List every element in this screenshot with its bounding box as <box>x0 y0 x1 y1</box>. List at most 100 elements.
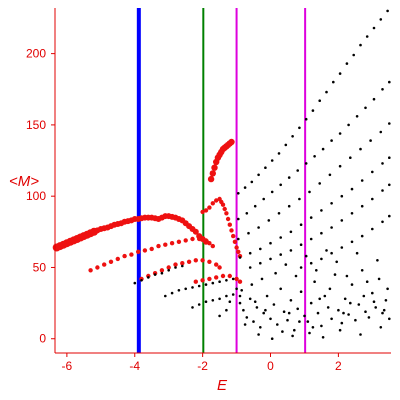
point-s2-7 <box>186 259 192 264</box>
point-s6-7 <box>284 143 288 147</box>
axes: -6 -4 -2 0 2 0 50 100 150 200 <box>26 8 391 373</box>
point-s4-2 <box>211 164 218 171</box>
y-axis-label: <M> <box>9 173 39 190</box>
point-s10-10 <box>350 212 354 215</box>
point-s10-4 <box>289 249 293 252</box>
point-s15-17 <box>296 307 300 311</box>
point-s15-60 <box>243 323 247 326</box>
point-s11-5 <box>350 240 354 244</box>
point-s3-2 <box>207 276 212 282</box>
point-s13-2 <box>177 289 181 292</box>
point-s5-0 <box>200 209 205 215</box>
point-s12-4 <box>160 271 164 275</box>
point-s6-20 <box>372 26 376 30</box>
point-s6-6 <box>277 152 281 155</box>
point-s15-0 <box>238 301 242 305</box>
y-tick-label-0: 0 <box>39 332 46 346</box>
x-axis-label: E <box>217 377 228 394</box>
point-s13-3 <box>184 287 187 291</box>
point-s15-28 <box>333 273 337 276</box>
point-s6-12 <box>318 99 322 102</box>
point-s8-15 <box>388 122 391 125</box>
point-s1-19 <box>210 243 215 249</box>
point-s0-41 <box>192 228 199 235</box>
point-s15-1 <box>242 308 245 312</box>
point-s1-2 <box>102 262 107 267</box>
x-tick-label-3: 0 <box>267 359 274 373</box>
point-s15-82 <box>264 308 267 312</box>
point-s13-5 <box>197 284 201 288</box>
point-s15-27 <box>330 317 333 321</box>
point-s15-16 <box>293 328 296 332</box>
point-s15-64 <box>291 334 294 338</box>
point-s9-8 <box>320 209 323 212</box>
point-s15-54 <box>335 260 339 264</box>
point-s1-3 <box>108 259 114 264</box>
point-s4-1 <box>209 170 216 177</box>
point-s2-3 <box>159 268 165 273</box>
point-s1-14 <box>183 238 188 243</box>
point-s14-1 <box>197 303 201 306</box>
point-s6-3 <box>257 173 260 177</box>
point-s13-10 <box>231 277 235 281</box>
point-s15-40 <box>374 306 378 309</box>
point-s14-4 <box>218 297 221 301</box>
point-s7-11 <box>330 139 333 142</box>
point-s15-61 <box>257 333 260 336</box>
point-s1-17 <box>203 238 209 243</box>
point-s5-12 <box>229 228 234 233</box>
point-s15-77 <box>349 301 352 305</box>
point-s6-5 <box>270 159 274 162</box>
point-s8-12 <box>359 147 362 151</box>
point-s6-11 <box>311 109 315 112</box>
point-s11-3 <box>330 251 333 255</box>
point-s15-4 <box>252 320 255 323</box>
point-s12-0 <box>133 281 137 285</box>
point-s15-72 <box>228 300 232 304</box>
point-s6-14 <box>332 80 335 84</box>
point-s15-62 <box>270 337 274 341</box>
point-s15-80 <box>298 320 301 323</box>
point-s5-3 <box>210 201 215 206</box>
series-12 <box>133 264 184 285</box>
point-s15-31 <box>343 297 347 301</box>
point-s5-10 <box>225 216 231 222</box>
point-s15-29 <box>337 308 340 312</box>
point-s7-10 <box>321 147 325 151</box>
point-s7-6 <box>287 176 291 179</box>
point-s5-8 <box>222 206 227 212</box>
point-s6-13 <box>325 90 328 94</box>
point-s1-13 <box>176 239 182 244</box>
point-s7-17 <box>381 88 384 91</box>
series-4 <box>207 138 235 183</box>
point-s2-10 <box>207 259 212 264</box>
point-s9-5 <box>289 230 293 234</box>
series-1 <box>88 236 215 273</box>
point-s4-12 <box>228 138 235 146</box>
point-s12-2 <box>147 276 150 279</box>
point-s1-16 <box>197 236 202 242</box>
point-s10-13 <box>381 189 384 192</box>
point-s6-8 <box>291 135 294 138</box>
point-s3-3 <box>214 275 219 280</box>
point-s11-4 <box>340 246 344 249</box>
point-s15-83 <box>362 294 366 298</box>
point-s5-4 <box>214 198 219 203</box>
point-s8-10 <box>338 164 342 168</box>
point-s15-8 <box>265 294 269 298</box>
point-s7-8 <box>304 162 308 165</box>
point-s15-45 <box>240 289 243 292</box>
point-s10-12 <box>371 197 374 201</box>
point-s13-1 <box>170 291 174 295</box>
point-s12-3 <box>153 273 157 276</box>
point-s1-5 <box>122 253 127 259</box>
point-s6-15 <box>338 72 342 75</box>
point-s9-1 <box>248 251 252 255</box>
point-s6-4 <box>264 166 267 169</box>
point-s15-20 <box>306 320 310 323</box>
point-s8-6 <box>298 197 301 201</box>
point-s15-56 <box>355 251 359 255</box>
point-s15-74 <box>253 300 257 304</box>
point-s12-7 <box>181 264 184 268</box>
point-s15-32 <box>347 313 350 316</box>
